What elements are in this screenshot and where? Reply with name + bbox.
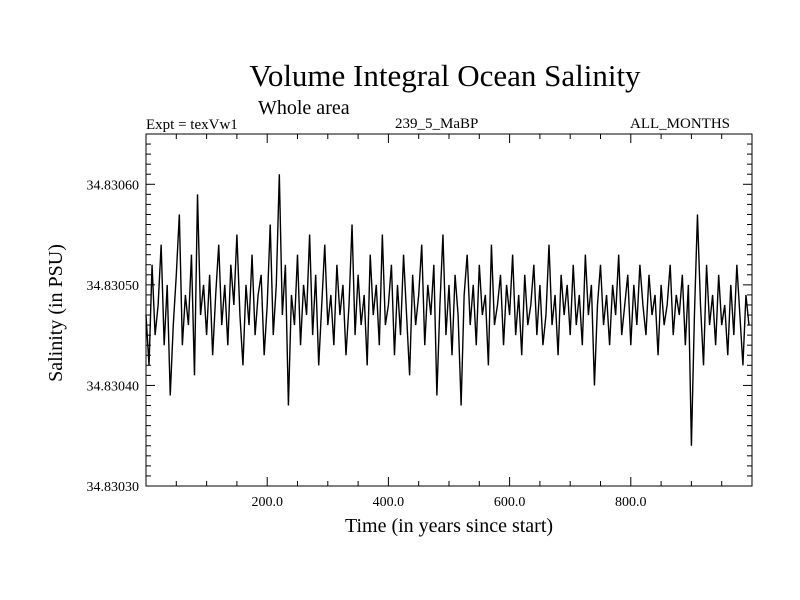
chart-title: Volume Integral Ocean Salinity [249,58,641,93]
x-tick-label: 400.0 [373,495,405,510]
experiment-annotation: Expt = texVw1 [146,117,238,133]
axis-tick-labels: 200.0 400.0 600.0 800.0 34.83030 34.83040 34.8… [87,178,647,510]
x-tick-label: 800.0 [615,495,647,510]
series-group [145,174,750,446]
y-tick-label: 34.83030 [87,480,140,495]
chart-subtitle: Whole area [258,97,350,119]
run-annotation: 239_5_MaBP [395,116,479,132]
x-axis-label: Time (in years since start) [344,515,554,537]
x-tick-label: 200.0 [251,495,283,510]
x-tick-label: 600.0 [494,495,526,510]
axis-ticks [146,134,752,487]
y-tick-label: 34.83040 [87,379,140,394]
plot-frame [145,133,753,487]
y-tick-label: 34.83050 [87,279,140,294]
series-line [145,174,750,446]
y-tick-label: 34.83060 [87,178,140,193]
months-annotation: ALL_MONTHS [630,116,730,132]
